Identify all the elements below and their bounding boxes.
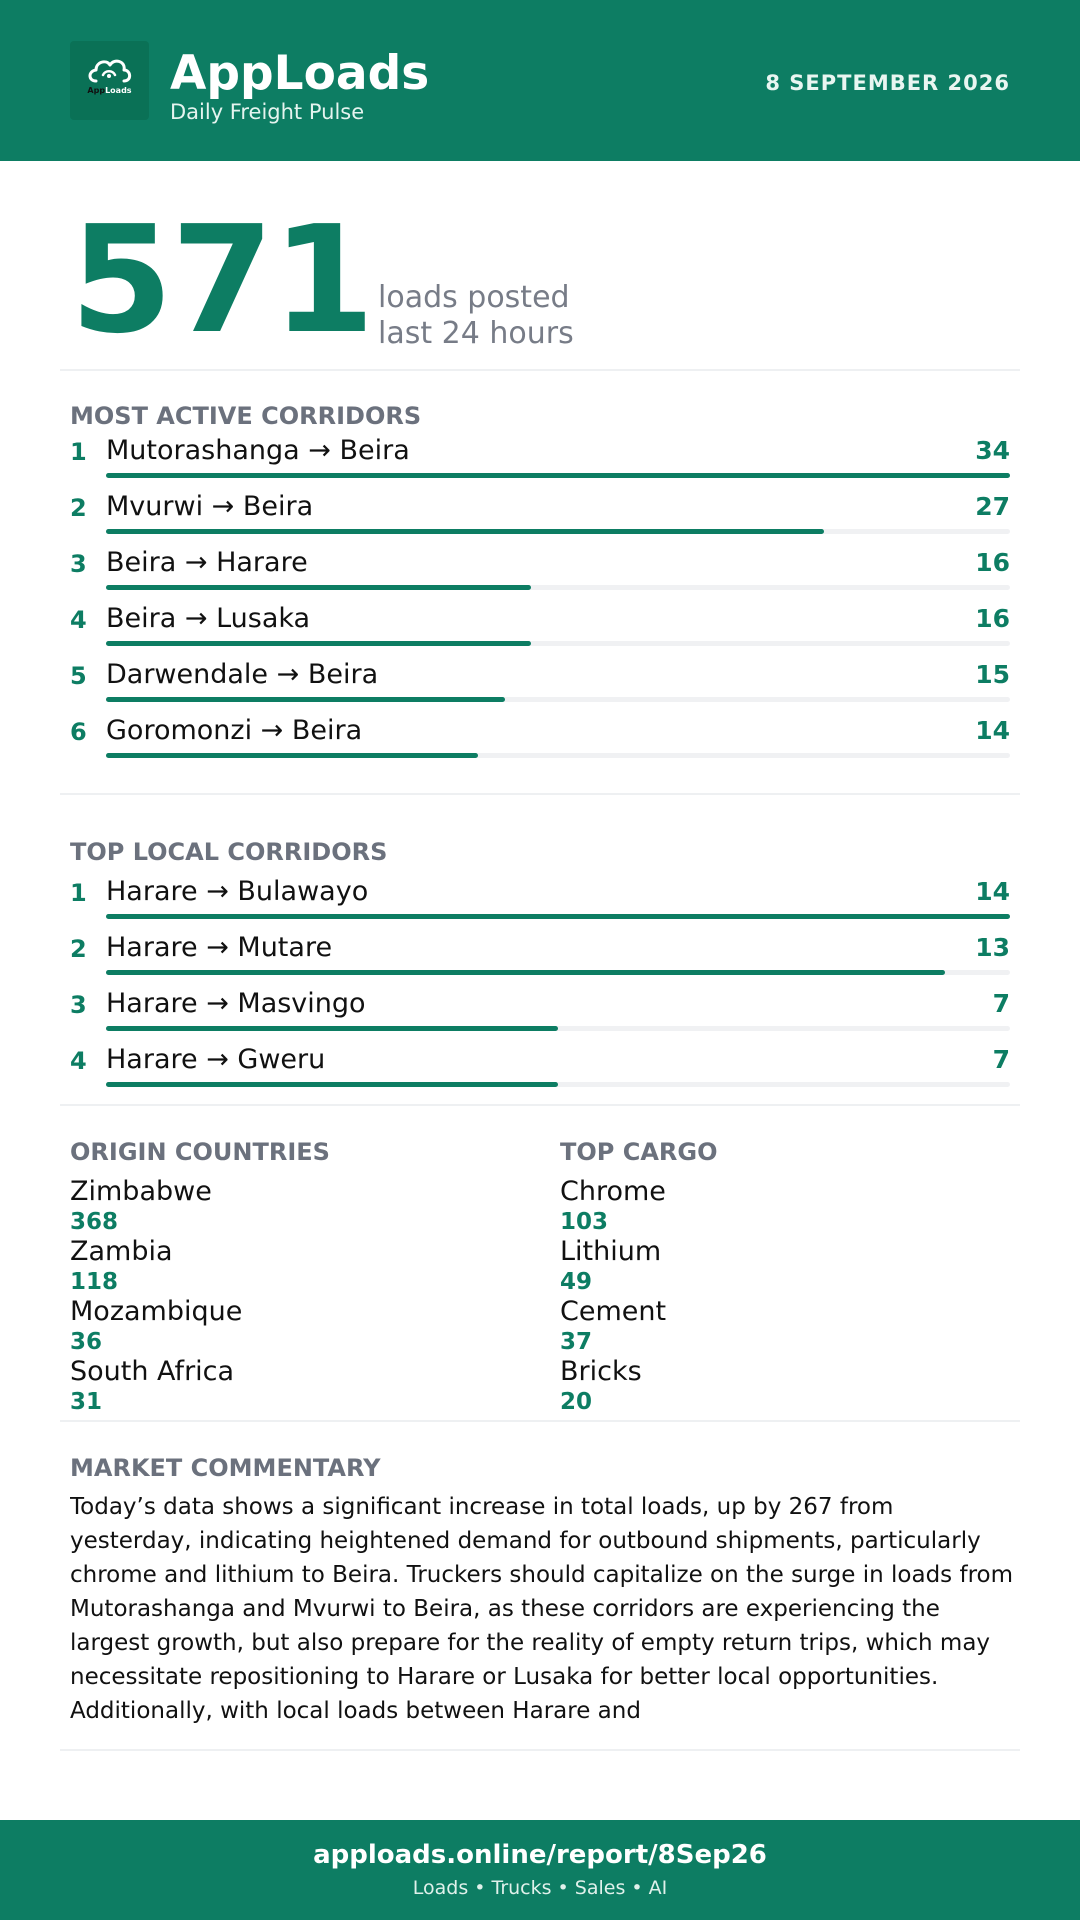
corridor-row: 2 Mvurwi → Beira 27: [70, 491, 1010, 542]
origin-countries-title: ORIGIN COUNTRIES: [70, 1138, 330, 1166]
corridor-rank: 6: [70, 718, 87, 746]
corridor-count: 14: [975, 877, 1010, 906]
corridor-rank: 1: [70, 438, 87, 466]
cloud-icon: [88, 59, 132, 83]
app-subtitle: Daily Freight Pulse: [170, 100, 365, 124]
list-item: Bricks 20: [560, 1356, 642, 1415]
corridor-rank: 2: [70, 935, 87, 963]
corridor-bar-fill: [106, 753, 479, 758]
list-item: South Africa 31: [70, 1356, 235, 1415]
corridor-row: 3 Harare → Masvingo 7: [70, 988, 1010, 1039]
corridor-row: 6 Goromonzi → Beira 14: [70, 715, 1010, 766]
corridor-count: 27: [975, 492, 1010, 521]
corridor-bar-track: [106, 585, 1010, 590]
corridor-bar-track: [106, 641, 1010, 646]
app-logo: AppLoads: [70, 41, 149, 120]
origin-countries-list: Zimbabwe 368 Zambia 118 Mozambique 36 South…: [70, 1176, 490, 1416]
corridor-count: 34: [975, 436, 1010, 465]
list-item: Zambia 118: [70, 1236, 173, 1295]
divider: [60, 1749, 1020, 1751]
corridor-bar-fill: [106, 585, 532, 590]
corridor-route: Harare → Bulawayo: [106, 876, 369, 907]
corridor-route: Harare → Mutare: [106, 932, 333, 963]
corridor-bar-fill: [106, 914, 1010, 919]
corridor-count: 16: [975, 548, 1010, 577]
corridor-count: 14: [975, 716, 1010, 745]
report-date: 8 SEPTEMBER 2026: [765, 71, 1010, 95]
corridor-row: 2 Harare → Mutare 13: [70, 932, 1010, 983]
top-cargo-list: Chrome 103 Lithium 49 Cement 37 Bricks 20: [560, 1176, 980, 1416]
corridor-bar-track: [106, 1026, 1010, 1031]
corridor-route: Beira → Lusaka: [106, 603, 311, 634]
divider: [60, 1420, 1020, 1422]
corridor-bar-fill: [106, 697, 505, 702]
corridor-count: 7: [992, 989, 1010, 1018]
corridor-row: 1 Harare → Bulawayo 14: [70, 876, 1010, 927]
corridor-rank: 3: [70, 550, 87, 578]
corridor-bar-fill: [106, 1082, 558, 1087]
total-loads-period: last 24 hours: [378, 316, 574, 351]
divider: [60, 1104, 1020, 1106]
report-link[interactable]: apploads.online/report/8Sep26: [313, 1840, 767, 1870]
divider: [60, 793, 1020, 795]
footer-bar: apploads.online/report/8Sep26 Loads • Tr…: [0, 1820, 1080, 1920]
corridor-bar-track: [106, 697, 1010, 702]
market-commentary-title: MARKET COMMENTARY: [70, 1454, 381, 1482]
corridor-count: 16: [975, 604, 1010, 633]
total-loads-label: loads posted: [378, 280, 570, 315]
footer-tagline: Loads • Trucks • Sales • AI: [412, 1877, 668, 1899]
corridor-bar-track: [106, 753, 1010, 758]
corridor-row: 4 Harare → Gweru 7: [70, 1044, 1010, 1095]
corridor-rank: 3: [70, 991, 87, 1019]
corridor-rank: 5: [70, 662, 87, 690]
corridor-route: Beira → Harare: [106, 547, 308, 578]
corridor-route: Harare → Masvingo: [106, 988, 366, 1019]
total-loads-value: 571: [70, 194, 375, 366]
corridor-bar-fill: [106, 473, 1010, 478]
list-item: Mozambique 36: [70, 1296, 243, 1355]
list-item: Zimbabwe 368: [70, 1176, 212, 1235]
corridor-row: 5 Darwendale → Beira 15: [70, 659, 1010, 710]
corridor-bar-fill: [106, 529, 824, 534]
corridor-route: Mvurwi → Beira: [106, 491, 314, 522]
most-active-title: MOST ACTIVE CORRIDORS: [70, 402, 422, 430]
corridor-bar-track: [106, 1082, 1010, 1087]
top-cargo-title: TOP CARGO: [560, 1138, 718, 1166]
logo-wordmark: AppLoads: [87, 86, 132, 95]
app-title: AppLoads: [170, 46, 430, 101]
corridor-route: Darwendale → Beira: [106, 659, 379, 690]
corridor-bar-track: [106, 970, 1010, 975]
divider: [60, 369, 1020, 371]
list-item: Lithium 49: [560, 1236, 662, 1295]
top-local-title: TOP LOCAL CORRIDORS: [70, 838, 388, 866]
corridor-route: Harare → Gweru: [106, 1044, 326, 1075]
corridor-count: 13: [975, 933, 1010, 962]
header-bar: AppLoads AppLoads Daily Freight Pulse 8 …: [0, 0, 1080, 161]
corridor-rank: 2: [70, 494, 87, 522]
corridor-count: 7: [992, 1045, 1010, 1074]
corridor-row: 1 Mutorashanga → Beira 34: [70, 435, 1010, 486]
list-item: Cement 37: [560, 1296, 667, 1355]
corridor-bar-track: [106, 529, 1010, 534]
corridor-route: Goromonzi → Beira: [106, 715, 363, 746]
list-item: Chrome 103: [560, 1176, 666, 1235]
corridor-row: 3 Beira → Harare 16: [70, 547, 1010, 598]
corridor-bar-fill: [106, 970, 946, 975]
corridor-row: 4 Beira → Lusaka 16: [70, 603, 1010, 654]
corridor-route: Mutorashanga → Beira: [106, 435, 410, 466]
corridor-rank: 1: [70, 879, 87, 907]
corridor-bar-track: [106, 914, 1010, 919]
corridor-count: 15: [975, 660, 1010, 689]
corridor-bar-track: [106, 473, 1010, 478]
corridor-rank: 4: [70, 1047, 87, 1075]
corridor-rank: 4: [70, 606, 87, 634]
corridor-bar-fill: [106, 1026, 558, 1031]
corridor-bar-fill: [106, 641, 532, 646]
market-commentary-text: Today’s data shows a significant increas…: [70, 1494, 1013, 1724]
